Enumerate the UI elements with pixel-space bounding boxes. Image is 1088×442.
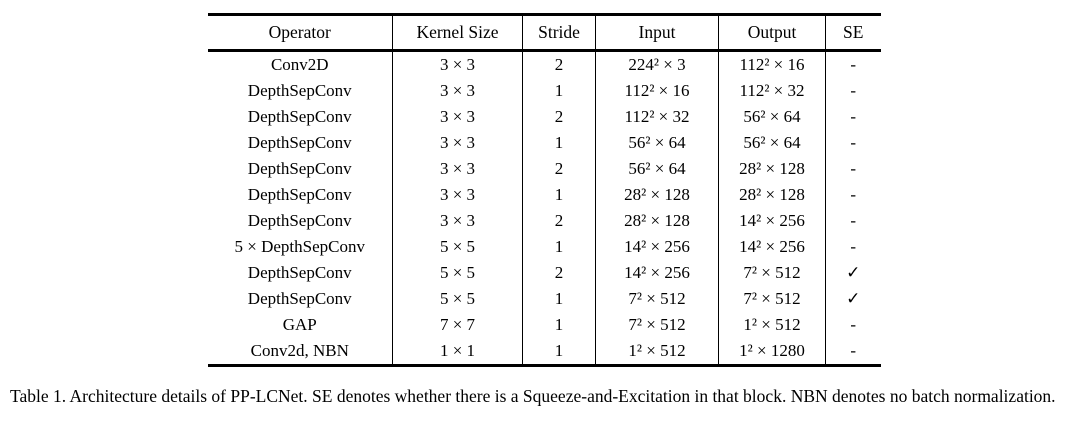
cell-input: 14² × 256	[595, 260, 719, 286]
table-row: 5 × DepthSepConv 5 × 5 1 14² × 256 14² × 256…	[208, 234, 881, 260]
table-body: Conv2D 3 × 3 2 224² × 3 112² × 16- DepthSepCo…	[208, 50, 881, 366]
cell-operator: 5 × DepthSepConv	[234, 237, 365, 256]
table-header-row: Operator Kernel Size Stride Input Output…	[207, 14, 881, 51]
cell-output: 1² × 1280	[718, 338, 826, 366]
cell-kernel-size: 5 × 5	[392, 286, 523, 312]
cell-stride: 2	[522, 50, 596, 78]
cell-kernel-size: 3 × 3	[392, 50, 523, 78]
cell-stride: 1	[522, 286, 596, 312]
table-row: DepthSepConv 3 × 3 2 56² × 64 28² × 128-	[208, 156, 881, 182]
table-row: DepthSepConv 5 × 5 2 14² × 256 7² × 512 ✓	[208, 260, 881, 286]
cell-se: -	[825, 78, 881, 104]
table-row: Conv2D 3 × 3 2 224² × 3 112² × 16-	[208, 50, 881, 78]
cell-se: -	[825, 156, 881, 182]
cell-operator: DepthSepConv	[247, 211, 352, 230]
cell-operator: Conv2D	[270, 55, 329, 74]
table-row: DepthSepConv 3 × 3 1 112² × 16 112² × 32-	[208, 78, 881, 104]
cell-input: 28² × 128	[595, 182, 719, 208]
table-row: DepthSepConv 3 × 3 2 28² × 128 14² × 256-	[208, 208, 881, 234]
cell-operator: DepthSepConv	[247, 159, 352, 178]
cell-kernel-size: 5 × 5	[392, 234, 523, 260]
col-header-output: Output	[718, 14, 826, 51]
cell-operator: DepthSepConv	[247, 263, 352, 282]
cell-input: 28² × 128	[595, 208, 719, 234]
cell-kernel-size: 3 × 3	[392, 182, 523, 208]
cell-se: -	[825, 130, 881, 156]
cell-kernel-size: 7 × 7	[392, 312, 523, 338]
cell-input: 56² × 64	[595, 130, 719, 156]
cell-output: 14² × 256	[718, 234, 826, 260]
cell-operator: DepthSepConv	[247, 289, 352, 308]
cell-output: 14² × 256	[718, 208, 826, 234]
cell-stride: 1	[522, 234, 596, 260]
cell-input: 112² × 32	[595, 104, 719, 130]
cell-output: 7² × 512	[718, 260, 826, 286]
table-row: DepthSepConv 3 × 3 1 56² × 64 56² × 64-	[208, 130, 881, 156]
cell-output: 28² × 128	[718, 182, 826, 208]
cell-operator: DepthSepConv	[247, 185, 352, 204]
cell-stride: 2	[522, 208, 596, 234]
cell-kernel-size: 5 × 5	[392, 260, 523, 286]
cell-stride: 1	[522, 312, 596, 338]
cell-operator: GAP	[282, 315, 317, 334]
cell-operator: Conv2d, NBN	[250, 341, 349, 360]
cell-operator: DepthSepConv	[247, 81, 352, 100]
cell-se: -	[825, 50, 881, 78]
cell-stride: 2	[522, 104, 596, 130]
cell-input: 112² × 16	[595, 78, 719, 104]
cell-kernel-size: 1 × 1	[392, 338, 523, 366]
cell-input: 1² × 512	[595, 338, 719, 366]
cell-se: -	[825, 104, 881, 130]
cell-kernel-size: 3 × 3	[392, 156, 523, 182]
table-row: GAP 7 × 7 1 7² × 512 1² × 512-	[208, 312, 881, 338]
cell-output: 56² × 64	[718, 130, 826, 156]
cell-stride: 1	[522, 130, 596, 156]
cell-operator: DepthSepConv	[247, 133, 352, 152]
table-row: DepthSepConv 5 × 5 1 7² × 512 7² × 512 ✓	[208, 286, 881, 312]
cell-kernel-size: 3 × 3	[392, 130, 523, 156]
col-header-operator: Operator	[268, 22, 331, 42]
table-caption: Table 1. Architecture details of PP-LCNe…	[10, 386, 1056, 406]
cell-stride: 1	[522, 78, 596, 104]
cell-kernel-size: 3 × 3	[392, 104, 523, 130]
cell-stride: 1	[522, 182, 596, 208]
cell-output: 112² × 16	[718, 50, 826, 78]
cell-output: 112² × 32	[718, 78, 826, 104]
cell-input: 224² × 3	[595, 50, 719, 78]
cell-output: 7² × 512	[718, 286, 826, 312]
cell-output: 28² × 128	[718, 156, 826, 182]
paper-page: Operator Kernel Size Stride Input Output…	[0, 13, 1088, 442]
cell-output: 1² × 512	[718, 312, 826, 338]
cell-operator: DepthSepConv	[247, 107, 352, 126]
cell-se: -	[825, 312, 881, 338]
table-row: Conv2d, NBN 1 × 1 1 1² × 512 1² × 1280-	[208, 338, 881, 366]
col-header-stride: Stride	[522, 14, 596, 51]
cell-stride: 2	[522, 260, 596, 286]
table-row: DepthSepConv 3 × 3 2 112² × 32 56² × 64-	[208, 104, 881, 130]
col-header-se: SE	[825, 14, 881, 51]
col-header-kernel-size: Kernel Size	[392, 14, 523, 51]
cell-kernel-size: 3 × 3	[392, 208, 523, 234]
table-row: DepthSepConv 3 × 3 1 28² × 128 28² × 128-	[208, 182, 881, 208]
cell-stride: 2	[522, 156, 596, 182]
col-header-input: Input	[595, 14, 719, 51]
cell-se: -	[825, 338, 881, 366]
cell-se: ✓	[825, 286, 881, 312]
cell-se: ✓	[825, 260, 881, 286]
cell-input: 7² × 512	[595, 312, 719, 338]
cell-output: 56² × 64	[718, 104, 826, 130]
cell-kernel-size: 3 × 3	[392, 78, 523, 104]
cell-input: 7² × 512	[595, 286, 719, 312]
cell-input: 56² × 64	[595, 156, 719, 182]
cell-stride: 1	[522, 338, 596, 366]
cell-se: -	[825, 208, 881, 234]
cell-input: 14² × 256	[595, 234, 719, 260]
cell-se: -	[825, 182, 881, 208]
architecture-table: Operator Kernel Size Stride Input Output…	[207, 13, 881, 367]
cell-se: -	[825, 234, 881, 260]
